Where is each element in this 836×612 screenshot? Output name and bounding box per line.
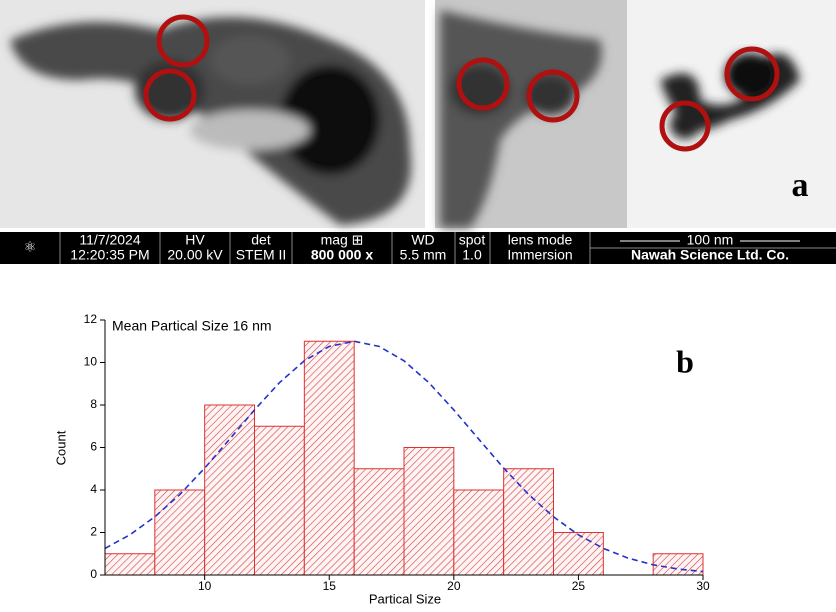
bar	[553, 532, 604, 576]
date: 11/7/2024	[79, 232, 140, 248]
bar	[403, 447, 455, 576]
spot-label: spot	[459, 232, 486, 248]
hv: 20.00 kV	[167, 247, 223, 263]
time: 12:20:35 PM	[70, 247, 149, 263]
mag: 800 000 x	[311, 247, 373, 263]
icon: ⚛	[24, 239, 37, 255]
x-axis-label: Partical Size	[369, 591, 441, 606]
scale: 100 nm	[687, 232, 734, 248]
lens: Immersion	[507, 247, 572, 263]
histogram-chart: Mean Partical Size 16 nm b Partical Size…	[53, 312, 710, 606]
bar	[652, 553, 704, 576]
tem-image-left	[0, 0, 425, 228]
bar	[303, 340, 355, 576]
panel-label: a	[792, 167, 809, 204]
y-tick-label: 8	[90, 397, 97, 411]
x-tick-label: 25	[572, 579, 586, 593]
y-tick-label: 2	[90, 525, 97, 539]
lens-label: lens mode	[508, 232, 573, 248]
det-label: det	[251, 232, 271, 248]
bar	[104, 553, 156, 576]
company: Nawah Science Ltd. Co.	[631, 247, 789, 263]
y-tick-label: 6	[90, 440, 97, 454]
bar	[204, 404, 256, 576]
y-axis-label: Count	[53, 430, 68, 465]
wd: 5.5 mm	[400, 247, 447, 263]
mag-label: mag ⊞	[321, 232, 364, 248]
bar	[154, 489, 206, 576]
panel-label: b	[676, 343, 694, 379]
y-tick-label: 0	[90, 567, 97, 581]
tem-image-middle	[435, 0, 627, 228]
y-tick-label: 12	[84, 312, 98, 326]
bar	[353, 468, 405, 576]
bar	[453, 489, 505, 576]
tem-image-right: a	[627, 0, 836, 228]
hv-label: HV	[185, 232, 205, 248]
info-bar: ⚛ 11/7/2024 12:20:35 PM HV 20.00 kV det …	[0, 232, 836, 264]
y-tick-label: 10	[84, 355, 98, 369]
x-tick-label: 10	[198, 579, 212, 593]
x-tick-label: 30	[696, 579, 710, 593]
x-tick-label: 20	[447, 579, 461, 593]
bar	[254, 425, 305, 576]
y-tick-label: 4	[90, 482, 97, 496]
x-tick-label: 15	[323, 579, 337, 593]
annotation: Mean Partical Size 16 nm	[112, 318, 272, 334]
spot: 1.0	[462, 247, 482, 263]
det: STEM II	[236, 247, 287, 263]
wd-label: WD	[411, 232, 434, 248]
bar	[503, 468, 554, 576]
fit-curve	[104, 340, 704, 573]
